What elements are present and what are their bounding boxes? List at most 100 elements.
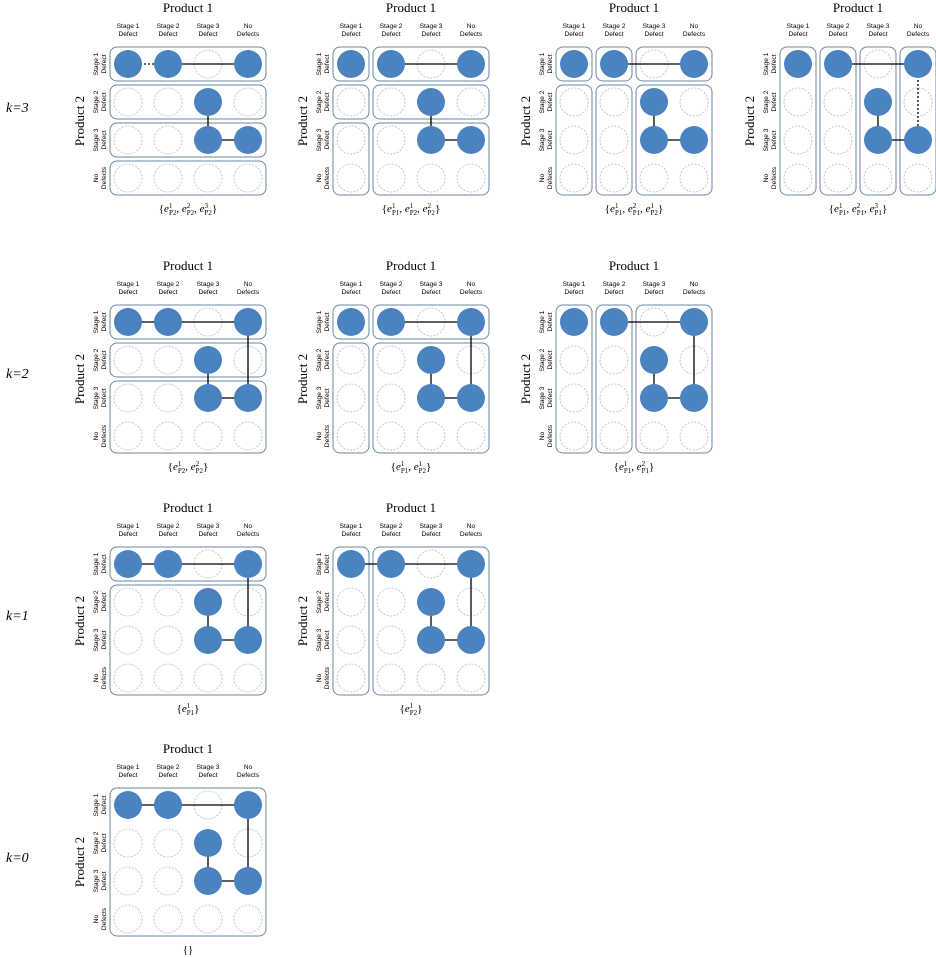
column-header: Defects (237, 772, 260, 779)
filled-node (154, 550, 182, 578)
row-header: No (93, 173, 100, 182)
caption-part: { (614, 461, 619, 473)
empty-node (113, 625, 143, 655)
product2-title: Product 2 (295, 354, 310, 404)
caption-part: e (182, 203, 187, 215)
column-header: Stage 2 (157, 281, 180, 288)
filled-node (114, 50, 142, 78)
column-header: Defect (421, 531, 440, 538)
column-header: Stage 2 (380, 281, 403, 288)
filled-node (640, 384, 668, 412)
row-header: Defect (101, 312, 108, 331)
empty-node (113, 383, 143, 413)
caption-part: } (426, 461, 431, 473)
filled-node (234, 308, 262, 336)
caption-part: e (405, 703, 410, 715)
column-header: Defect (381, 289, 400, 296)
empty-node (559, 345, 589, 375)
filled-node (154, 50, 182, 78)
row-header: Stage 3 (93, 869, 100, 892)
row-header: Defects (324, 166, 331, 189)
caption-part: { (168, 461, 173, 473)
product1-title: Product 1 (386, 500, 436, 515)
stage-region (109, 380, 267, 454)
column-header: Stage 1 (117, 281, 140, 288)
caption-part: { (400, 703, 405, 715)
filled-node (234, 126, 262, 154)
stage-region (332, 304, 370, 340)
caption-part: } (194, 703, 199, 715)
stage-region (779, 46, 817, 196)
row-header: Stage 2 (316, 348, 323, 371)
filled-node (194, 384, 222, 412)
filled-node (337, 50, 365, 78)
stage-region (635, 84, 713, 196)
caption-part: 1 (624, 460, 628, 468)
column-header: No (690, 23, 699, 30)
empty-node (336, 125, 366, 155)
column-header: Defect (564, 31, 583, 38)
caption-part: { (177, 703, 182, 715)
row-header: Defects (324, 424, 331, 447)
empty-node (193, 904, 223, 934)
empty-node (559, 87, 589, 117)
caption-part: , (622, 203, 628, 215)
caption-part: 1 (651, 202, 655, 210)
row-header: Stage 3 (93, 386, 100, 409)
row-header: Stage 1 (93, 552, 100, 575)
caption-part: 3 (875, 202, 879, 210)
caption-part: { (391, 461, 396, 473)
empty-node (193, 663, 223, 693)
row-header: Stage 3 (316, 128, 323, 151)
row-header: Defect (101, 350, 108, 369)
column-header: Defects (237, 531, 260, 538)
filled-node (154, 308, 182, 336)
caption-part: 2 (428, 202, 432, 210)
row-header: Defect (771, 92, 778, 111)
empty-node (376, 625, 406, 655)
caption-part: 2 (642, 460, 646, 468)
stage-region (635, 304, 713, 454)
k-label: k=3 (6, 101, 29, 116)
empty-node (679, 87, 709, 117)
row-header: Stage 1 (93, 793, 100, 816)
caption-part: , (846, 203, 852, 215)
caption-part: } (203, 461, 208, 473)
row-header: Defect (324, 54, 331, 73)
row-header: No (316, 673, 323, 682)
column-header: Stage 3 (420, 23, 443, 30)
filled-node (904, 50, 932, 78)
empty-node (336, 87, 366, 117)
column-header: No (244, 764, 253, 771)
caption-part: } (417, 703, 422, 715)
caption-part: } (435, 203, 440, 215)
row-header: Defect (324, 630, 331, 649)
caption-part: 1 (169, 202, 173, 210)
row-header: Stage 3 (93, 628, 100, 651)
column-header: Defect (644, 289, 663, 296)
filled-node (457, 308, 485, 336)
row-header: No (93, 914, 100, 923)
empty-node (783, 87, 813, 117)
column-header: Defect (118, 289, 137, 296)
column-header: Defect (604, 31, 623, 38)
row-header: Stage 2 (539, 90, 546, 113)
caption-part: , (194, 203, 200, 215)
caption-part: 1 (178, 460, 182, 468)
empty-node (113, 421, 143, 451)
caption-part: 1 (615, 202, 619, 210)
column-header: Stage 2 (157, 23, 180, 30)
stage-region (555, 304, 593, 454)
caption-part: P1 (839, 209, 847, 217)
product2-title: Product 2 (295, 596, 310, 646)
empty-node (233, 663, 263, 693)
column-header: Defect (341, 289, 360, 296)
row-header: Stage 2 (763, 90, 770, 113)
filled-node (337, 308, 365, 336)
row-header: Defect (101, 92, 108, 111)
filled-node (234, 791, 262, 819)
filled-node (680, 384, 708, 412)
